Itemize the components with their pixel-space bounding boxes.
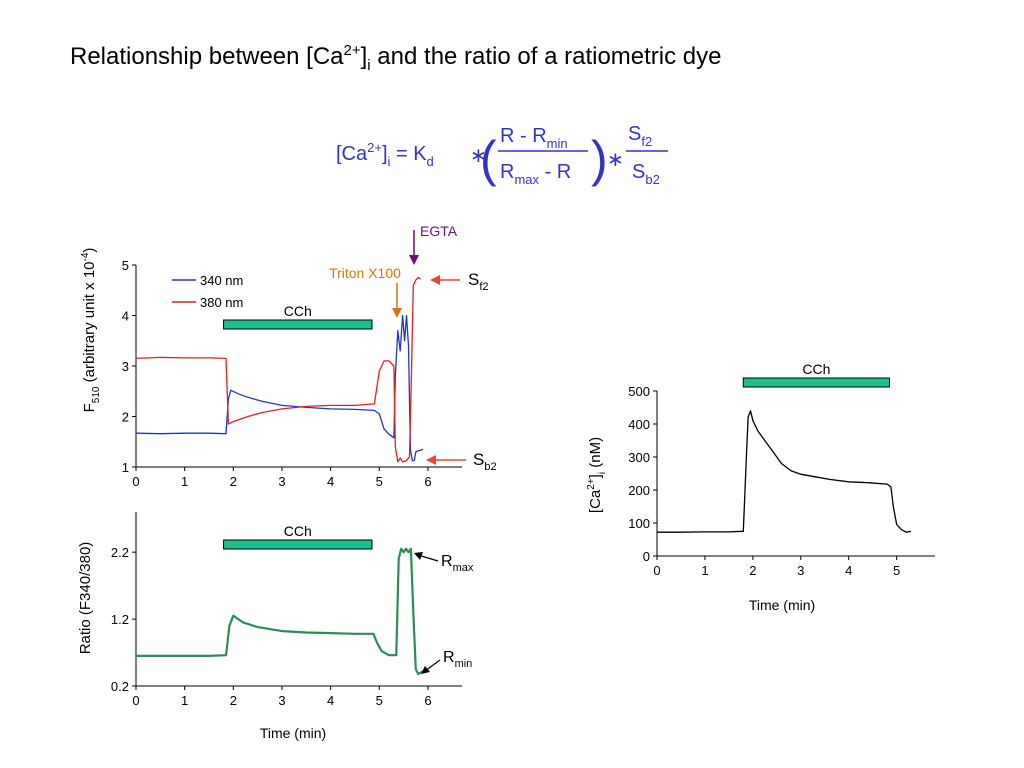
- series-line-1: [657, 410, 912, 533]
- rmax-arrowhead-icon: [414, 552, 423, 560]
- x-tick-label: 3: [278, 693, 285, 708]
- ratio-series: [136, 547, 424, 676]
- x-tick-label: 2: [230, 474, 237, 489]
- cch-bar: [223, 539, 373, 550]
- x-tick-label: 1: [181, 474, 188, 489]
- open-paren: (: [480, 131, 497, 187]
- x-tick-label: 5: [376, 693, 383, 708]
- legend-label-340: 340 nm: [200, 273, 243, 288]
- sf2-arrowhead-icon: [430, 275, 440, 285]
- y-tick-label: 5: [122, 258, 129, 273]
- ratio-axes: 0 1 2 3 4 5 6 0.2 1.2 2.2: [111, 512, 462, 708]
- sb2-arrowhead-icon: [426, 455, 436, 465]
- x-tick-label: 6: [424, 474, 431, 489]
- multiply-sign-1: ∗: [470, 145, 487, 167]
- fraction-denominator: Rmax - R: [500, 161, 571, 187]
- rmax-label: Rmax: [441, 553, 474, 574]
- x-tick-label: 1: [701, 563, 708, 578]
- y-tick-label: 300: [628, 450, 650, 465]
- title-sup: 2+: [343, 42, 361, 59]
- calcium-xlabel: Time (min): [749, 597, 815, 613]
- title-bracket: ]: [360, 43, 368, 70]
- fluorescence-ylabel: F510 (arbitrary unit x 10-4): [80, 248, 102, 413]
- triton-label: Triton X100: [329, 265, 401, 281]
- y-tick-label: 2: [122, 410, 129, 425]
- triton-arrowhead-icon: [392, 308, 402, 318]
- cch-bar: [223, 319, 373, 330]
- chart-calcium: 0 1 2 3 4 5 0 100 200 300 400 500 [Ca2+]i (nM) Time…: [586, 361, 935, 613]
- title-text: Relationship between [Ca: [70, 43, 344, 70]
- x-tick-label: 4: [845, 563, 852, 578]
- y-tick-label: 0.2: [111, 679, 129, 694]
- x-tick-label: 4: [327, 474, 334, 489]
- calcium-ylabel: [Ca2+]i (nM): [586, 437, 608, 513]
- legend-label-380: 380 nm: [200, 295, 243, 310]
- rmin-arrowhead-icon: [421, 666, 430, 674]
- fraction-numerator: R - Rmin: [500, 125, 568, 151]
- x-tick-label: 2: [230, 693, 237, 708]
- ratio-xlabel: Time (min): [260, 725, 326, 741]
- x-tick-label: 1: [181, 693, 188, 708]
- series-line-2: [135, 276, 421, 463]
- x-tick-label: 3: [797, 563, 804, 578]
- sf2-label: Sf2: [468, 270, 489, 293]
- fluorescence-series: [135, 276, 424, 463]
- x-tick-label: 6: [424, 693, 431, 708]
- sb2-label: Sb2: [473, 450, 497, 473]
- equation: [Ca2+]i = Kd ∗ ( R - Rmin Rmax - R ) ∗ S…: [336, 123, 668, 187]
- y-tick-label: 1.2: [111, 612, 129, 627]
- y-tick-label: 400: [628, 417, 650, 432]
- title-sub: i: [367, 56, 371, 74]
- y-tick-label: 0: [643, 549, 650, 564]
- multiply-sign-2: ∗: [607, 149, 624, 171]
- ratio-ylabel: Ratio (F340/380): [77, 542, 94, 655]
- y-tick-label: 2.2: [111, 545, 129, 560]
- x-tick-label: 5: [893, 563, 900, 578]
- title-rest: and the ratio of a ratiometric dye: [370, 43, 722, 70]
- x-tick-label: 4: [327, 693, 334, 708]
- slide-title: Relationship between [Ca2+]i and the rat…: [70, 42, 722, 74]
- x-tick-label: 0: [653, 563, 660, 578]
- y-tick-label: 4: [122, 309, 129, 324]
- series-line-1: [136, 547, 424, 676]
- rmin-label: Rmin: [443, 649, 472, 670]
- close-paren: ): [591, 131, 608, 187]
- cch-label: CCh: [802, 361, 830, 377]
- cch-label: CCh: [284, 523, 312, 539]
- x-tick-label: 3: [278, 474, 285, 489]
- series-line-1: [135, 314, 424, 462]
- egta-label: EGTA: [420, 223, 458, 239]
- y-tick-label: 100: [628, 516, 650, 531]
- x-tick-label: 0: [132, 693, 139, 708]
- y-tick-label: 200: [628, 483, 650, 498]
- x-tick-label: 2: [749, 563, 756, 578]
- fluorescence-legend: 340 nm 380 nm: [172, 273, 243, 310]
- y-tick-label: 500: [628, 384, 650, 399]
- egta-arrowhead-icon: [409, 255, 419, 265]
- chart-ratio: 0 1 2 3 4 5 6 0.2 1.2 2.2 Ratio (F340/380) Time (…: [77, 512, 474, 741]
- s-f2: Sf2: [628, 123, 652, 149]
- calcium-axes: 0 1 2 3 4 5 0 100 200 300 400 500: [628, 384, 935, 578]
- x-tick-label: 0: [132, 474, 139, 489]
- x-tick-label: 5: [376, 474, 383, 489]
- s-b2: Sb2: [632, 161, 660, 187]
- calcium-series: [657, 410, 912, 533]
- y-tick-label: 3: [122, 359, 129, 374]
- cch-label: CCh: [284, 303, 312, 319]
- y-tick-label: 1: [122, 460, 129, 475]
- cch-bar: [742, 377, 890, 388]
- equation-lhs: [Ca2+]i = Kd: [336, 140, 434, 169]
